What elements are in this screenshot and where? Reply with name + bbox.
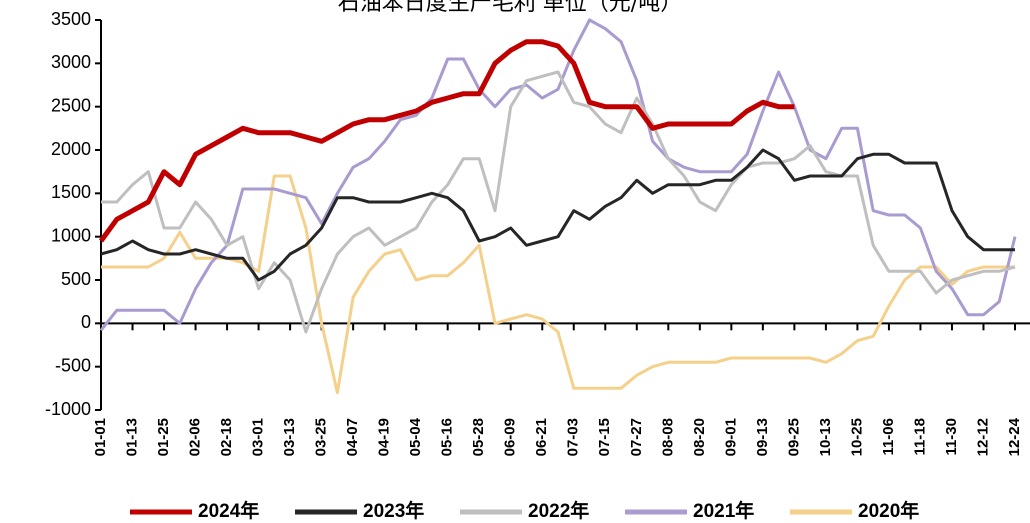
legend-label: 2021年	[693, 499, 754, 522]
x-tick-label: 12-12	[974, 418, 991, 456]
legend-label: 2020年	[858, 499, 919, 522]
x-tick-label: 02-18	[218, 418, 235, 456]
x-tick-label: 01-01	[92, 418, 109, 456]
y-tick-label: 2000	[51, 139, 91, 159]
x-tick-label: 07-27	[628, 418, 645, 456]
x-tick-label: 12-24	[1006, 417, 1023, 456]
x-tick-label: 07-03	[565, 418, 582, 456]
x-tick-label: 03-01	[250, 418, 267, 456]
x-tick-label: 11-30	[943, 418, 960, 456]
x-tick-label: 05-04	[407, 417, 424, 456]
x-tick-label: 03-25	[313, 418, 330, 456]
y-tick-label: 500	[61, 269, 91, 289]
y-tick-label: 3500	[51, 9, 91, 29]
x-tick-label: 06-09	[502, 418, 519, 456]
x-tick-label: 02-06	[187, 418, 204, 456]
x-tick-label: 10-13	[817, 418, 834, 456]
y-tick-label: 2500	[51, 95, 91, 115]
x-tick-label: 10-25	[848, 418, 865, 456]
x-tick-label: 09-01	[722, 418, 739, 456]
x-tick-label: 01-13	[123, 418, 140, 456]
x-tick-label: 05-28	[470, 418, 487, 456]
x-tick-label: 03-13	[281, 418, 298, 456]
legend-label: 2024年	[198, 499, 259, 522]
y-tick-label: 3000	[51, 52, 91, 72]
series-line	[99, 18, 1017, 332]
x-tick-label: 08-20	[691, 418, 708, 456]
y-tick-label: -1000	[45, 399, 91, 419]
y-tick-label: -500	[55, 355, 91, 375]
x-tick-label: 11-06	[880, 418, 897, 456]
series-line	[98, 39, 795, 243]
chart-title: 石油苯日度生产毛利 单位（元/吨）	[338, 0, 682, 16]
x-tick-label: 06-21	[533, 418, 550, 456]
legend-label: 2022年	[528, 499, 589, 522]
series-line	[100, 148, 1015, 282]
x-tick-label: 08-08	[659, 418, 676, 456]
y-tick-label: 1500	[51, 182, 91, 202]
y-tick-label: 1000	[51, 225, 91, 245]
x-tick-label: 05-16	[439, 418, 456, 456]
x-tick-label: 07-15	[596, 418, 613, 456]
legend-label: 2023年	[363, 499, 424, 522]
x-tick-label: 11-18	[911, 418, 928, 456]
y-tick-label: 0	[81, 312, 91, 332]
x-tick-label: 09-13	[754, 418, 771, 456]
x-tick-label: 09-25	[785, 418, 802, 456]
x-tick-label: 04-07	[344, 418, 361, 456]
x-tick-label: 04-19	[376, 418, 393, 456]
x-tick-label: 01-25	[155, 418, 172, 456]
